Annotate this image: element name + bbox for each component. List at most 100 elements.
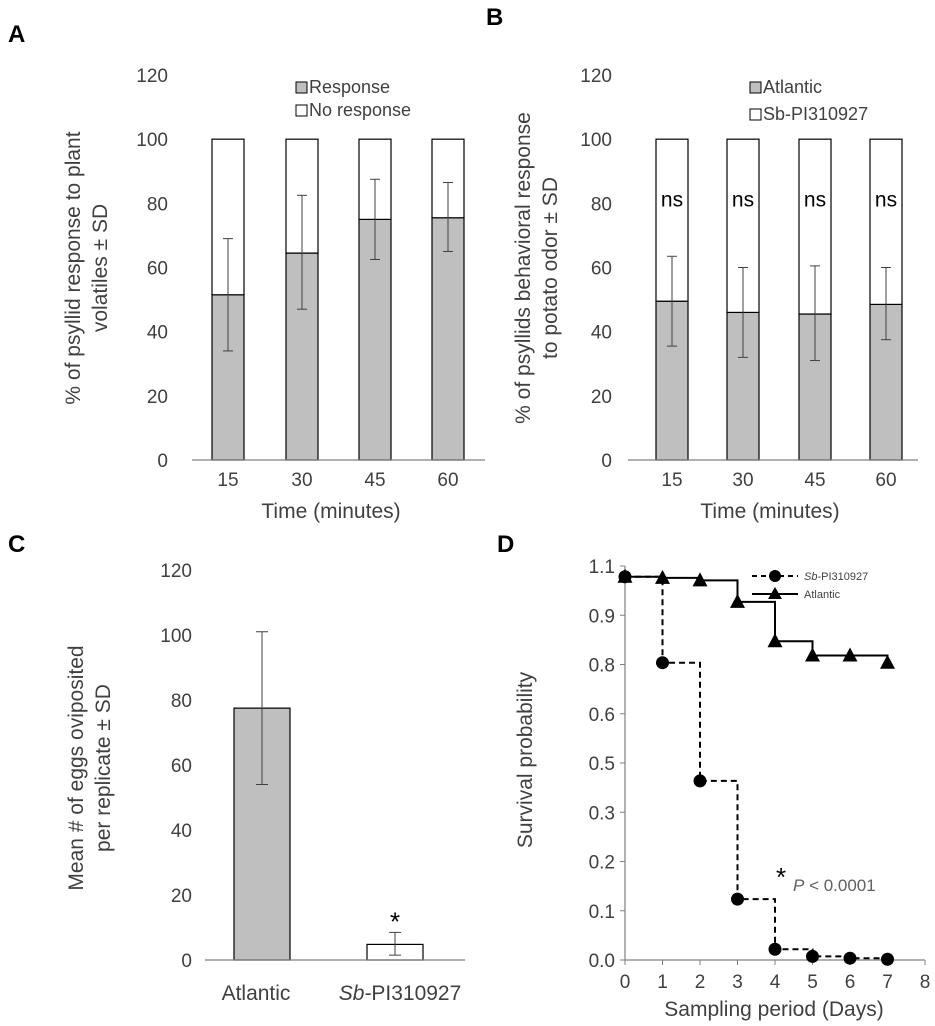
legend-swatch-no-response xyxy=(295,104,308,117)
panel-d-significance-star: * xyxy=(776,862,786,892)
panel-c-x-label-sb-name: PI310927 xyxy=(371,982,461,1005)
panel-c-x-label-sb-prefix: Sb- xyxy=(339,982,372,1005)
panel-b-x-tick-30: 30 xyxy=(732,470,753,491)
panel-b-y-tick-2: 40 xyxy=(591,323,612,344)
panel-a-x-tick-60: 60 xyxy=(437,470,458,491)
legend-marker-atlantic xyxy=(768,587,782,599)
panel-b-y-tick-1: 20 xyxy=(591,387,612,408)
panel-b-x-title: Time (minutes) xyxy=(700,500,839,523)
panel-a-y-tick-3: 60 xyxy=(147,259,168,280)
panel-a-label: A xyxy=(8,21,25,48)
panel-d-x-tick-2: 2 xyxy=(695,972,706,993)
panel-b-annotation-30: ns xyxy=(732,189,754,212)
panel-d-y-tick-1: 0.1 xyxy=(589,902,615,923)
panel-a-x-title: Time (minutes) xyxy=(261,500,400,523)
panel-c-y-tick-6: 120 xyxy=(160,561,192,582)
panel-d-p-value: P < 0.0001 xyxy=(793,876,876,895)
panel-d-x-title: Sampling period (Days) xyxy=(664,998,883,1021)
panel-d-y-tick-5: 0.6 xyxy=(589,705,615,726)
legend-label-sb-d-prefix: Sb- xyxy=(804,571,821,583)
panel-d-point-sb-3 xyxy=(731,892,744,906)
panel-a-y-title-line1: % of psyllid response to plant xyxy=(62,131,85,404)
panel-c-x-label-sb: Sb-PI310927 xyxy=(339,982,462,1005)
panel-b: B 0 20 40 60 80 100 120 ns ns ns ns 15 30 45 60 Time… xyxy=(486,4,918,523)
panel-d-y-tick-7: 0.9 xyxy=(589,606,615,627)
panel-a-y-tick-1: 20 xyxy=(147,387,168,408)
panel-d-point-atlantic-2 xyxy=(692,572,708,587)
panel-d-p-value-rest: < 0.0001 xyxy=(804,876,875,895)
panel-d-y-tick-3: 0.3 xyxy=(589,803,615,824)
panel-d-y-title: Survival probability xyxy=(514,671,537,848)
panel-b-y-tick-6: 120 xyxy=(580,66,612,87)
panel-b-legend: Atlantic Sb-PI310927 xyxy=(749,77,868,124)
panel-d-x-tick-4: 4 xyxy=(770,972,781,993)
panel-b-annotation-15: ns xyxy=(661,189,683,212)
panel-b-annotation-60: ns xyxy=(875,189,897,212)
panel-b-y-tick-0: 0 xyxy=(601,451,612,472)
panel-c-y-tick-3: 60 xyxy=(171,756,192,777)
panel-c: C 0 20 40 60 80 100 120 * Atlantic Sb-PI310927… xyxy=(8,531,465,1005)
panel-d-p-value-p: P xyxy=(793,876,805,895)
panel-c-y-tick-5: 100 xyxy=(160,626,192,647)
panel-d-x-tick-6: 6 xyxy=(845,972,856,993)
panel-a-x-tick-15: 15 xyxy=(217,470,238,491)
panel-b-x-tick-60: 60 xyxy=(875,470,896,491)
panel-d-x-tick-8: 8 xyxy=(920,972,931,993)
panel-c-y-title-line2: per replicate ± SD xyxy=(92,684,115,852)
panel-b-y-tick-3: 60 xyxy=(591,259,612,280)
panel-d-line-sb xyxy=(625,575,889,960)
panel-d-x-tick-0: 0 xyxy=(620,972,631,993)
panel-d-x-tick-7: 7 xyxy=(882,972,893,993)
legend-swatch-atlantic xyxy=(749,81,762,94)
panel-b-x-tick-45: 45 xyxy=(804,470,825,491)
panel-d-legend: Sb-PI310927 Atlantic xyxy=(752,570,868,601)
panel-d-y-tick-4: 0.5 xyxy=(589,754,615,775)
panel-a-x-tick-30: 30 xyxy=(291,470,312,491)
panel-d-point-atlantic-3 xyxy=(730,593,745,608)
panel-d-x-tick-5: 5 xyxy=(807,972,818,993)
panel-d-point-sb-4 xyxy=(768,942,782,956)
panel-a-x-tick-45: 45 xyxy=(364,470,385,491)
panel-d-point-atlantic-0 xyxy=(617,568,633,583)
legend-label-sb-d: Sb-PI310927 xyxy=(804,571,868,583)
panel-d-y-tick-8: 1.1 xyxy=(589,557,615,578)
panel-a-bar-lower-60 xyxy=(431,217,465,461)
panel-d-point-sb-6 xyxy=(843,951,857,965)
panel-d-x-tick-3: 3 xyxy=(732,972,743,993)
legend-swatch-response xyxy=(295,81,308,94)
panel-b-y-title-line1: % of psyllids behavioral response xyxy=(512,112,535,424)
panel-a-y-tick-5: 100 xyxy=(136,130,168,151)
panel-b-y-tick-5: 100 xyxy=(580,130,612,151)
panel-b-x-tick-15: 15 xyxy=(661,470,682,491)
panel-d-x-tick-1: 1 xyxy=(657,972,668,993)
panel-c-y-tick-2: 40 xyxy=(171,821,192,842)
legend-label-sb-d-name: PI310927 xyxy=(821,571,868,583)
panel-d-point-atlantic-1 xyxy=(655,569,670,584)
panel-a-y-tick-4: 80 xyxy=(147,194,168,215)
panel-c-y-tick-4: 80 xyxy=(171,691,192,712)
panel-c-significance-sb: * xyxy=(390,906,400,936)
panel-d-point-atlantic-4 xyxy=(767,633,783,648)
panel-b-y-title-line2: to potato odor ± SD xyxy=(539,177,562,359)
panel-d-point-sb-7 xyxy=(881,952,894,966)
panel-d-y-tick-6: 0.8 xyxy=(589,656,615,677)
legend-swatch-sb xyxy=(749,108,762,121)
panel-d-y-tick-0: 0.0 xyxy=(589,951,615,972)
legend-label-no-response: No response xyxy=(309,100,411,120)
panel-c-label: C xyxy=(8,531,25,558)
panel-d-line-atlantic xyxy=(625,575,889,663)
legend-label-atlantic: Atlantic xyxy=(763,77,822,97)
panel-a-y-tick-2: 40 xyxy=(147,323,168,344)
panel-a-y-title-line2: volatiles ± SD xyxy=(89,204,112,332)
panel-a: A 0 20 40 60 80 100 120 15 30 45 60 Time (minutes… xyxy=(8,21,485,523)
panel-d-point-sb-1 xyxy=(656,656,669,670)
panel-d-point-atlantic-5 xyxy=(805,647,820,662)
legend-label-sb: Sb-PI310927 xyxy=(763,104,868,124)
panel-b-annotation-45: ns xyxy=(804,189,826,212)
panel-b-label: B xyxy=(486,4,503,31)
panel-d-label: D xyxy=(497,531,514,558)
panel-c-x-label-atlantic: Atlantic xyxy=(222,982,291,1005)
panel-c-y-tick-0: 0 xyxy=(181,951,192,972)
